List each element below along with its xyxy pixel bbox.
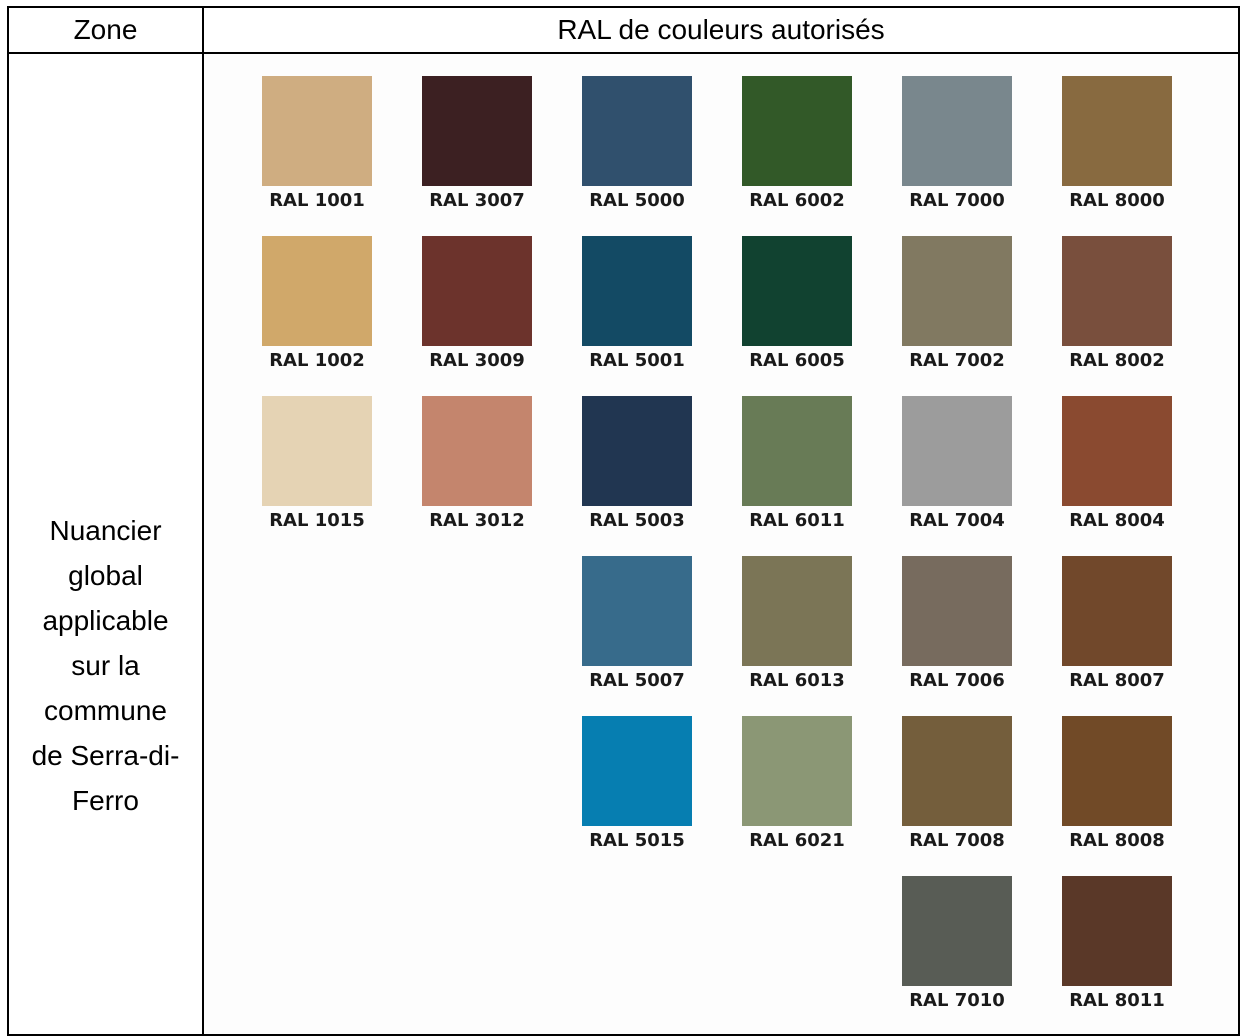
ral-code-label: RAL 5001 [589,350,685,371]
ral-swatch-item: RAL 7006 [902,556,1012,696]
ral-code-label: RAL 3007 [429,190,525,211]
color-swatch [422,396,532,506]
ral-code-label: RAL 1002 [269,350,365,371]
ral-swatch-item: RAL 1001 [262,76,372,216]
ral-code-label: RAL 5000 [589,190,685,211]
color-swatch [1062,236,1172,346]
ral-swatch-item: RAL 5015 [582,716,692,856]
ral-swatch-item: RAL 8002 [1062,236,1172,376]
ral-code-label: RAL 3009 [429,350,525,371]
zone-line: global [68,560,143,591]
color-swatch [582,716,692,826]
color-swatch [902,76,1012,186]
ral-swatch-item: RAL 8011 [1062,876,1172,1016]
ral-code-label: RAL 7010 [909,990,1005,1011]
color-swatch [582,556,692,666]
zone-line: commune [44,695,167,726]
ral-swatch-item: RAL 6011 [742,396,852,536]
ral-swatch-item: RAL 6002 [742,76,852,216]
ral-swatch-item: RAL 7004 [902,396,1012,536]
ral-code-label: RAL 8004 [1069,510,1165,531]
ral-code-label: RAL 5003 [589,510,685,531]
color-swatch [902,556,1012,666]
color-swatch [262,76,372,186]
ral-code-label: RAL 6021 [749,830,845,851]
zone-line: sur la [71,650,140,681]
ral-code-label: RAL 8008 [1069,830,1165,851]
zone-line: de Serra-di- [31,740,180,771]
ral-code-label: RAL 8000 [1069,190,1165,211]
ral-swatch-item: RAL 6005 [742,236,852,376]
ral-swatch-item: RAL 6013 [742,556,852,696]
ral-code-label: RAL 3012 [429,510,525,531]
color-swatch [582,396,692,506]
color-swatch [902,876,1012,986]
color-swatch [1062,716,1172,826]
ral-code-label: RAL 5015 [589,830,685,851]
ral-swatch-item: RAL 5007 [582,556,692,696]
ral-code-label: RAL 1015 [269,510,365,531]
column-divider [202,8,204,1034]
ral-code-label: RAL 7006 [909,670,1005,691]
color-swatch [742,396,852,506]
color-swatch [422,76,532,186]
ral-swatch-item: RAL 5000 [582,76,692,216]
color-swatch [582,76,692,186]
color-swatch [902,396,1012,506]
zone-line: Nuancier [49,515,162,546]
color-swatch [1062,876,1172,986]
ral-code-label: RAL 5007 [589,670,685,691]
ral-swatch-grid: RAL 1001 RAL 1002 RAL 1015 RAL 3007 RAL 3009… [204,54,1238,1034]
ral-swatch-item: RAL 7000 [902,76,1012,216]
ral-swatch-item: RAL 3012 [422,396,532,536]
ral-code-label: RAL 6011 [749,510,845,531]
ral-swatch-item: RAL 1015 [262,396,372,536]
color-swatch [422,236,532,346]
ral-code-label: RAL 1001 [269,190,365,211]
table-header-row: Zone RAL de couleurs autorisés [9,8,1238,54]
ral-code-label: RAL 8002 [1069,350,1165,371]
ral-code-label: RAL 8007 [1069,670,1165,691]
color-chart-table: Zone RAL de couleurs autorisés Nuancier … [7,6,1240,1036]
ral-swatch-item: RAL 7008 [902,716,1012,856]
ral-header-cell: RAL de couleurs autorisés [557,14,885,45]
ral-code-label: RAL 6013 [749,670,845,691]
zone-line: Ferro [72,785,139,816]
color-swatch [1062,556,1172,666]
ral-swatch-item: RAL 8007 [1062,556,1172,696]
ral-swatch-item: RAL 7010 [902,876,1012,1016]
color-swatch [582,236,692,346]
ral-code-label: RAL 7008 [909,830,1005,851]
ral-swatch-item: RAL 3007 [422,76,532,216]
zone-description-cell: Nuancier global applicable sur la commun… [9,508,202,823]
color-swatch [262,236,372,346]
ral-swatch-item: RAL 8004 [1062,396,1172,536]
ral-swatch-item: RAL 7002 [902,236,1012,376]
color-swatch [742,236,852,346]
color-swatch [742,76,852,186]
color-swatch [742,556,852,666]
color-swatch [902,716,1012,826]
color-swatch [1062,76,1172,186]
ral-code-label: RAL 7000 [909,190,1005,211]
color-swatch [262,396,372,506]
ral-code-label: RAL 8011 [1069,990,1165,1011]
color-swatch [902,236,1012,346]
ral-code-label: RAL 7004 [909,510,1005,531]
ral-swatch-item: RAL 8008 [1062,716,1172,856]
ral-swatch-item: RAL 5003 [582,396,692,536]
ral-swatch-item: RAL 1002 [262,236,372,376]
ral-swatch-item: RAL 3009 [422,236,532,376]
color-swatch [1062,396,1172,506]
ral-code-label: RAL 6005 [749,350,845,371]
zone-line: applicable [42,605,169,636]
ral-swatch-item: RAL 5001 [582,236,692,376]
ral-code-label: RAL 6002 [749,190,845,211]
ral-swatch-item: RAL 6021 [742,716,852,856]
ral-code-label: RAL 7002 [909,350,1005,371]
zone-header-cell: Zone [73,14,138,45]
color-swatch [742,716,852,826]
ral-swatch-item: RAL 8000 [1062,76,1172,216]
